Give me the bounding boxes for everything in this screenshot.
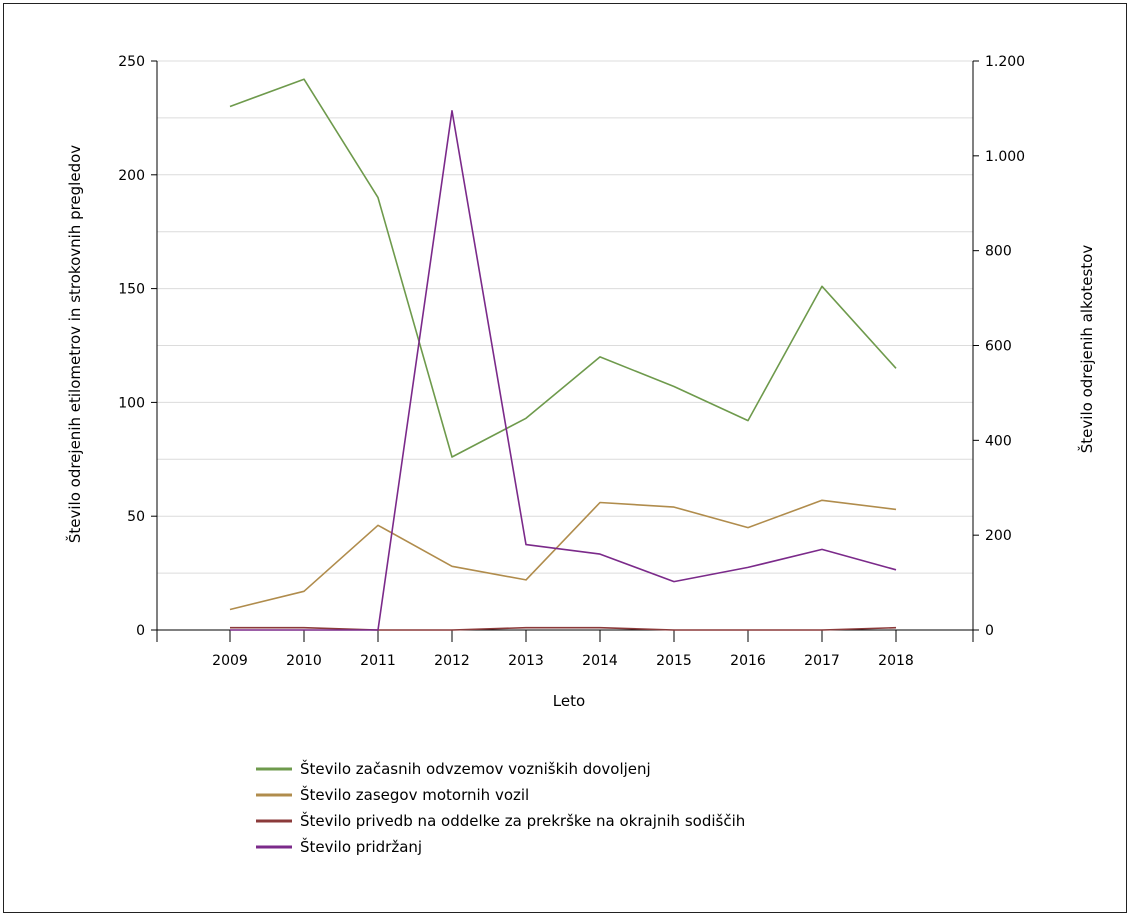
x-tick-label: 2012 bbox=[434, 653, 470, 669]
y-right-tick-label: 1.200 bbox=[985, 54, 1025, 70]
y-left-tick-label: 0 bbox=[136, 623, 145, 639]
y-axis-left-title: Število odrejenih etilometrov in strokov… bbox=[65, 145, 84, 543]
series-lines bbox=[229, 78, 897, 631]
y-right-tick-label: 0 bbox=[985, 623, 994, 639]
x-tick-label: 2009 bbox=[212, 653, 248, 669]
x-tick-label: 2017 bbox=[804, 653, 840, 669]
y-right-tick-label: 400 bbox=[985, 433, 1012, 449]
x-tick-label: 2011 bbox=[360, 653, 396, 669]
x-tick-label: 2010 bbox=[286, 653, 322, 669]
y-right-tick-label: 200 bbox=[985, 528, 1012, 544]
gridlines bbox=[157, 60, 973, 574]
legend: Število začasnih odvzemov vozniških dovo… bbox=[256, 759, 745, 856]
line-chart: 0 50 100 150 200 250 0 200 400 600 800 1.000 1.200 20… bbox=[65, 54, 1096, 856]
x-tick-label: 2013 bbox=[508, 653, 544, 669]
x-tick-label: 2014 bbox=[582, 653, 618, 669]
y-left-tick-label: 50 bbox=[127, 509, 145, 525]
legend-label: Število privedb na oddelke za prekrške n… bbox=[300, 811, 745, 830]
y-right-tick-label: 1.000 bbox=[985, 149, 1025, 165]
series-line bbox=[229, 499, 897, 611]
y-left-tick-label: 200 bbox=[118, 168, 145, 184]
series-line bbox=[230, 110, 897, 631]
x-tick-label: 2015 bbox=[656, 653, 692, 669]
legend-label: Število zasegov motornih vozil bbox=[300, 785, 529, 804]
y-right-tick-label: 800 bbox=[985, 244, 1012, 260]
x-tick-label: 2018 bbox=[878, 653, 914, 669]
y-left-tick-label: 250 bbox=[118, 54, 145, 70]
series-line bbox=[230, 626, 897, 631]
legend-label: Število pridržanj bbox=[300, 837, 422, 856]
chart-frame: 0 50 100 150 200 250 0 200 400 600 800 1.000 1.200 20… bbox=[3, 3, 1127, 913]
y-left-tick-label: 150 bbox=[118, 282, 145, 298]
series-line bbox=[229, 78, 897, 458]
legend-label: Število začasnih odvzemov vozniških dovo… bbox=[300, 759, 651, 778]
x-tick-label: 2016 bbox=[730, 653, 766, 669]
y-axis-right-title: Število odrejenih alkotestov bbox=[1077, 245, 1096, 454]
axes: 0 50 100 150 200 250 0 200 400 600 800 1.000 1.200 20… bbox=[118, 54, 1025, 669]
y-left-tick-label: 100 bbox=[118, 395, 145, 411]
x-axis-title: Leto bbox=[553, 692, 585, 710]
y-right-tick-label: 600 bbox=[985, 339, 1012, 355]
